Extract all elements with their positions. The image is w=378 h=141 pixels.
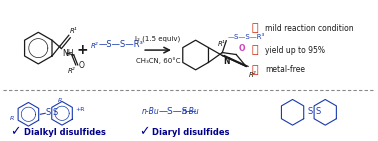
Text: R²: R² — [68, 68, 76, 74]
Text: 🔥: 🔥 — [251, 23, 258, 33]
Text: 🔥: 🔥 — [251, 65, 258, 75]
Text: R: R — [58, 98, 62, 103]
Text: yield up to 95%: yield up to 95% — [265, 46, 325, 55]
Text: —S—S—R³: —S—S—R³ — [99, 40, 144, 49]
Text: —S—S—: —S—S— — [159, 107, 198, 116]
Text: n-Bu: n-Bu — [182, 107, 200, 116]
Text: R: R — [10, 116, 14, 121]
Text: R²: R² — [91, 43, 98, 49]
Text: NH: NH — [62, 49, 73, 58]
Text: S: S — [45, 108, 51, 117]
Text: metal-free: metal-free — [265, 65, 305, 74]
Text: Dialkyl disulfides: Dialkyl disulfides — [25, 128, 106, 137]
Text: S: S — [52, 108, 57, 117]
Text: ✓: ✓ — [10, 126, 21, 139]
Text: O: O — [238, 44, 245, 53]
Text: O: O — [79, 61, 85, 70]
Text: S: S — [307, 107, 313, 116]
Text: 🔥: 🔥 — [251, 45, 258, 55]
Text: n-Bu: n-Bu — [141, 107, 159, 116]
Text: I₂ (1.5 equiv): I₂ (1.5 equiv) — [135, 36, 181, 42]
Text: R²: R² — [249, 72, 257, 78]
Text: Diaryl disulfides: Diaryl disulfides — [152, 128, 229, 137]
Text: +: + — [76, 43, 88, 57]
Text: +R: +R — [75, 107, 84, 112]
Text: N: N — [223, 58, 230, 67]
Text: S: S — [315, 107, 321, 116]
Text: mild reaction condition: mild reaction condition — [265, 24, 353, 33]
Text: ✓: ✓ — [139, 126, 149, 139]
Text: CH₃CN, 60°C: CH₃CN, 60°C — [136, 57, 180, 64]
Text: R¹: R¹ — [70, 28, 77, 34]
Text: —S—S—R³: —S—S—R³ — [227, 34, 265, 40]
Text: R¹: R¹ — [217, 41, 225, 47]
